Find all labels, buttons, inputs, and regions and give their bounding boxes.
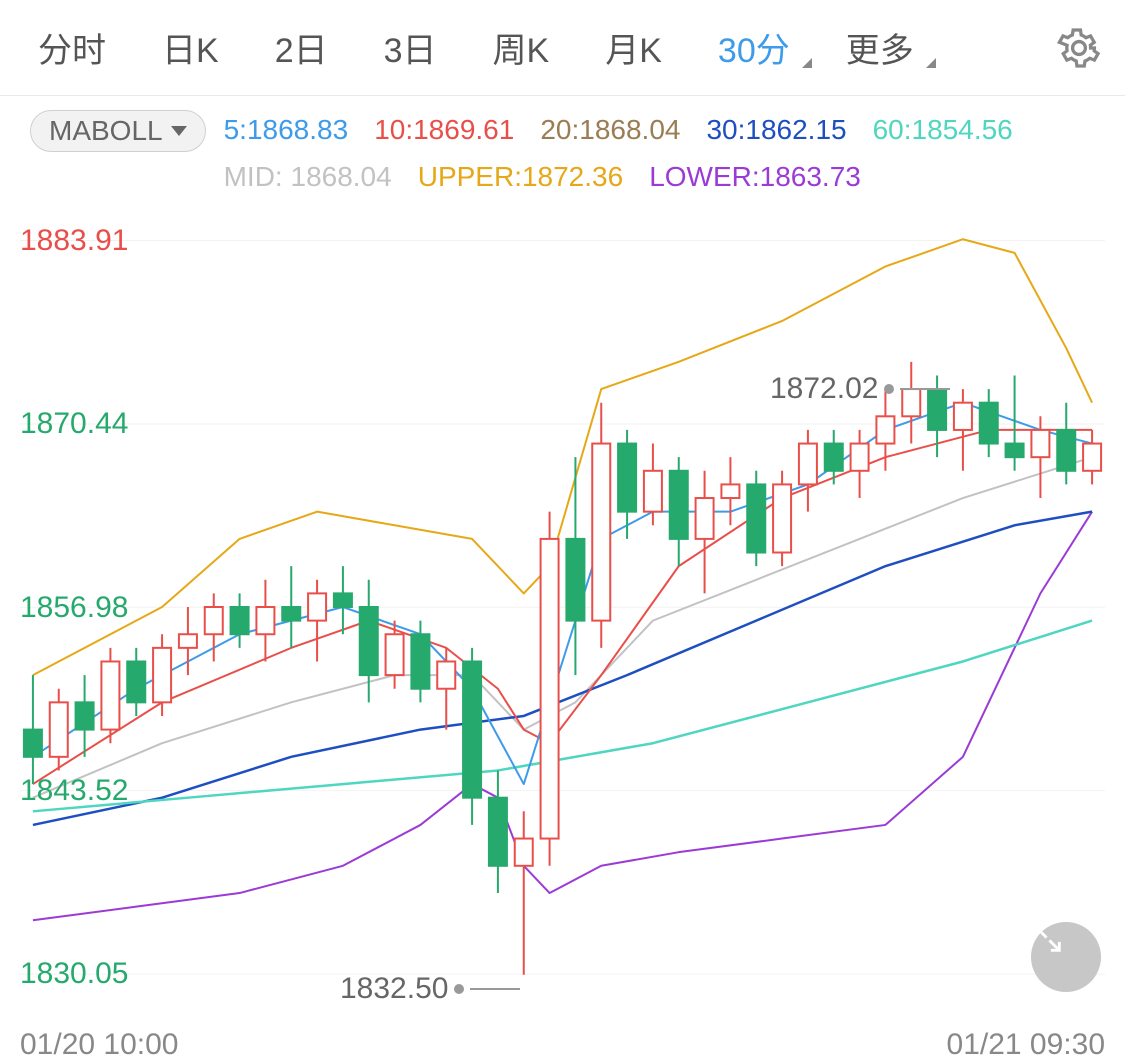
gear-icon — [1057, 26, 1101, 70]
legend-item: 10:1869.61 — [374, 110, 514, 149]
x-end-label: 01/21 09:30 — [947, 1028, 1105, 1062]
timeframe-tabs: 分时 日K 2日 3日 周K 月K 30分 更多 — [0, 0, 1125, 96]
expand-icon — [1031, 922, 1065, 956]
tab-3day[interactable]: 3日 — [356, 23, 465, 72]
chart-svg — [0, 202, 1125, 1022]
legend-item: 60:1854.56 — [873, 110, 1013, 149]
legend-item: 30:1862.15 — [706, 110, 846, 149]
tab-week-k[interactable]: 周K — [465, 23, 578, 72]
expand-chart-button[interactable] — [1031, 922, 1101, 992]
price-chart[interactable]: 1872.02 1832.50 1883.91 1870.44 1856.98 184… — [0, 202, 1125, 1022]
tab-2day[interactable]: 2日 — [247, 23, 356, 72]
x-start-label: 01/20 10:00 — [20, 1028, 178, 1062]
tab-more-label: 更多 — [846, 32, 914, 70]
legend-item: LOWER:1863.73 — [649, 157, 861, 196]
tab-30min[interactable]: 30分 — [690, 23, 818, 72]
dropdown-corner-icon — [802, 58, 812, 68]
legend-item: MID: 1868.04 — [224, 157, 392, 196]
y-axis-label: 1830.05 — [20, 957, 128, 991]
legend-item: UPPER:1872.36 — [418, 157, 623, 196]
price-annotation-high: 1872.02 — [770, 372, 950, 406]
legend-item: 20:1868.04 — [540, 110, 680, 149]
y-axis-label: 1870.44 — [20, 407, 128, 441]
dropdown-corner-icon — [926, 58, 936, 68]
y-axis-label: 1856.98 — [20, 591, 128, 625]
indicator-pill-label: MABOLL — [49, 115, 163, 147]
indicator-legend: 5:1868.83 10:1869.61 20:1868.04 30:1862.15 6… — [224, 110, 1105, 196]
tab-more[interactable]: 更多 — [818, 23, 942, 72]
indicator-row: MABOLL 5:1868.83 10:1869.61 20:1868.04 30:1… — [0, 96, 1125, 202]
tab-30min-label: 30分 — [718, 32, 790, 70]
annotation-low-value: 1832.50 — [340, 972, 448, 1006]
tab-day-k[interactable]: 日K — [134, 23, 247, 72]
settings-button[interactable] — [1057, 26, 1101, 70]
y-axis-label: 1883.91 — [20, 224, 128, 258]
annotation-high-value: 1872.02 — [770, 372, 878, 406]
price-annotation-low: 1832.50 — [340, 972, 520, 1006]
chevron-down-icon — [171, 126, 187, 136]
tab-month-k[interactable]: 月K — [577, 23, 690, 72]
y-axis-label: 1843.52 — [20, 774, 128, 808]
legend-item: 5:1868.83 — [224, 110, 349, 149]
x-axis-labels: 01/20 10:00 01/21 09:30 — [0, 1022, 1125, 1062]
indicator-selector[interactable]: MABOLL — [30, 110, 206, 152]
tab-fenshi[interactable]: 分时 — [10, 23, 134, 72]
